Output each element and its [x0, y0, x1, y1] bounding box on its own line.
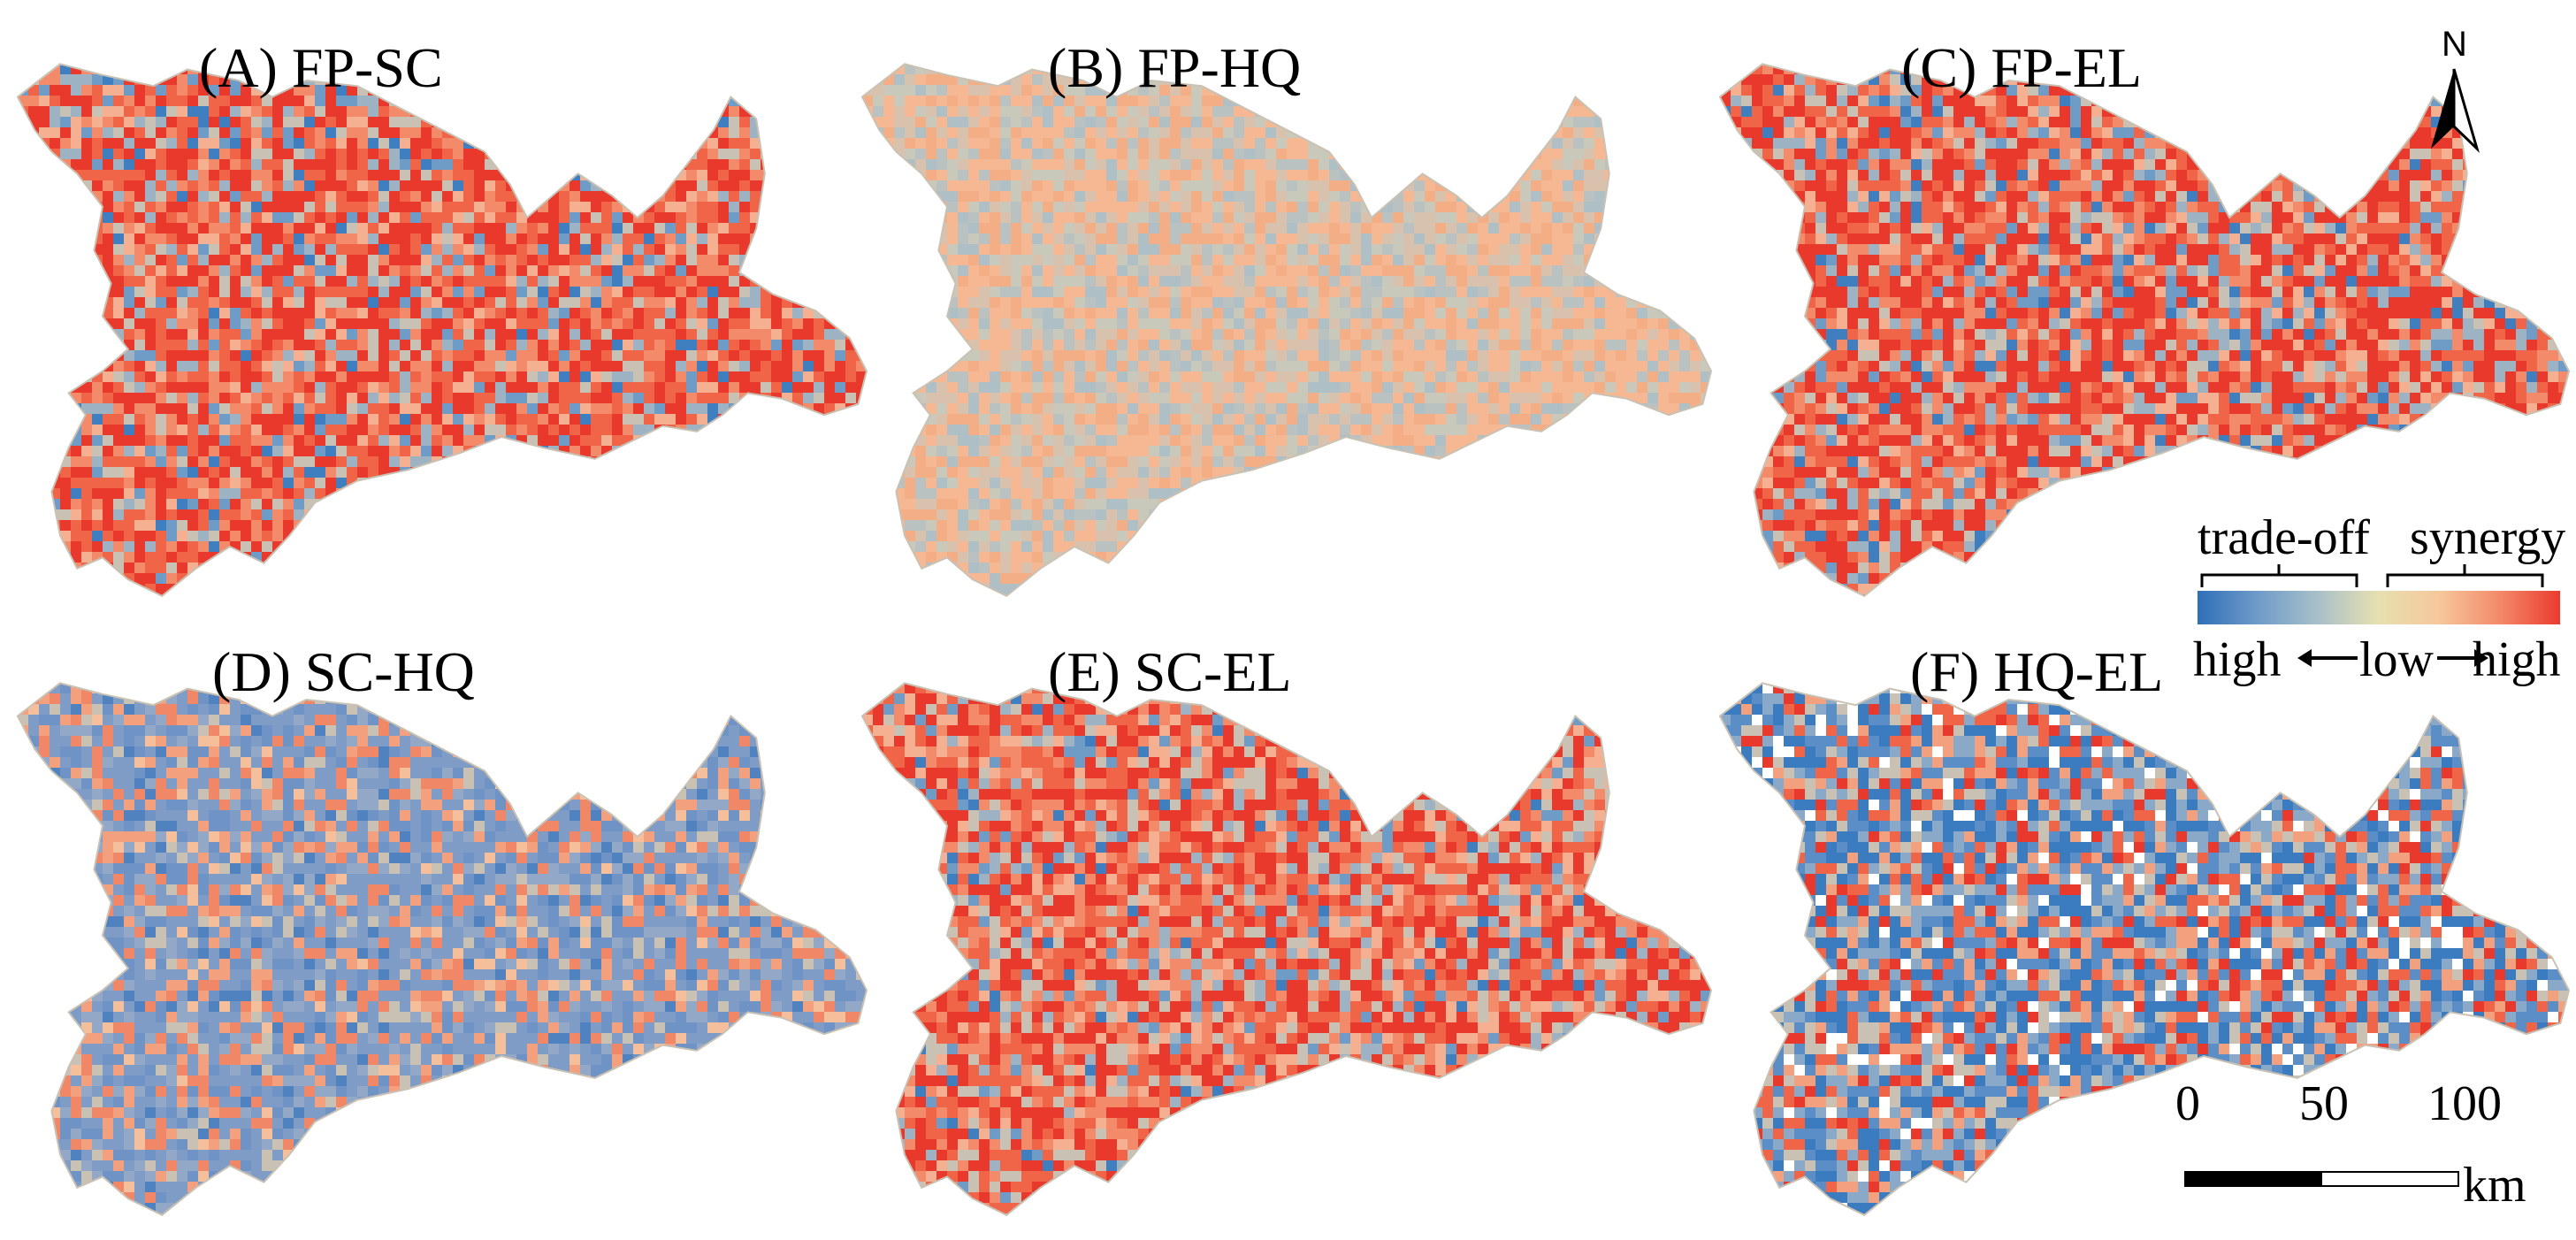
map-outline-b [860, 63, 1713, 597]
legend: trade-off synergy high low high [2193, 513, 2565, 685]
panel-title-b: (B) FP-HQ [1048, 40, 1301, 96]
legend-gradient-bar [2198, 591, 2560, 624]
panel-title-a: (A) FP-SC [199, 40, 443, 96]
scale-bar: 0 50 100 km [2167, 1079, 2573, 1238]
map-outline-d [16, 682, 868, 1216]
north-arrow-icon: N [2419, 25, 2489, 157]
map-outline-f [1718, 682, 2571, 1216]
legend-tradeoff-label: trade-off [2198, 513, 2370, 563]
legend-arrow-right-icon [2437, 640, 2490, 676]
legend-synergy-label: synergy [2410, 513, 2565, 563]
map-outline-a [16, 63, 868, 597]
legend-brackets [2200, 564, 2544, 587]
legend-high-left-label: high [2193, 635, 2282, 685]
scale-tick-50: 50 [2299, 1079, 2349, 1129]
legend-arrow-left-icon [2297, 640, 2359, 676]
scale-unit-label: km [2463, 1160, 2526, 1210]
panel-title-f: (F) HQ-EL [1910, 644, 2163, 700]
map-panel-a [18, 64, 867, 596]
map-outline-e [860, 682, 1713, 1216]
legend-low-label: low [2359, 635, 2434, 685]
map-panel-b [862, 64, 1711, 596]
map-outline-c [1718, 63, 2571, 597]
scale-tick-0: 0 [2175, 1079, 2200, 1129]
scale-bar-graphic [2184, 1171, 2459, 1187]
scale-tick-100: 100 [2427, 1079, 2502, 1129]
north-label: N [2442, 25, 2467, 65]
legend-high-right-label: high [2473, 635, 2561, 685]
map-panel-e [862, 683, 1711, 1215]
panel-title-c: (C) FP-EL [1901, 40, 2142, 96]
panel-title-d: (D) SC-HQ [212, 644, 475, 700]
map-panel-d [18, 683, 867, 1215]
panel-title-e: (E) SC-EL [1048, 644, 1292, 700]
